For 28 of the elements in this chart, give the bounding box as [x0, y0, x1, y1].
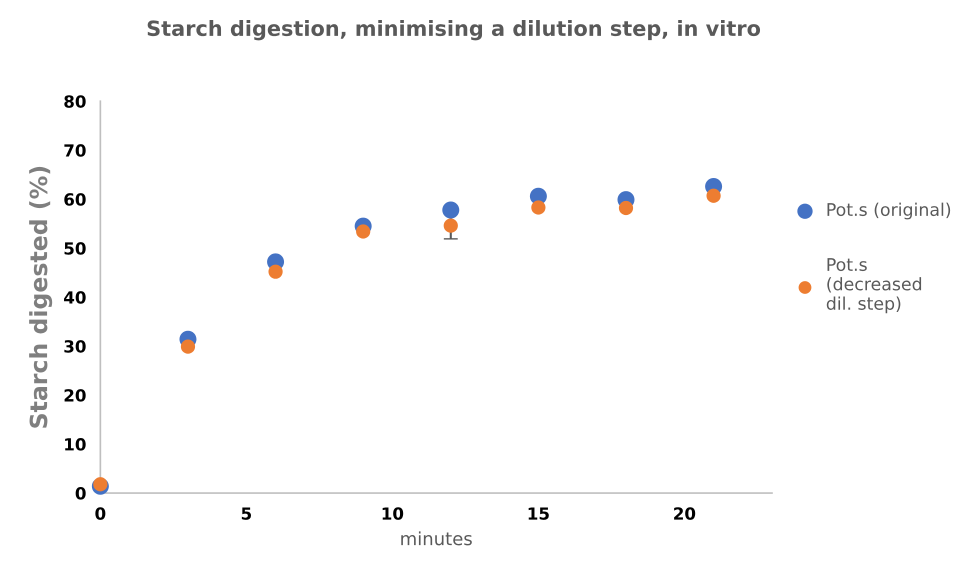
- point: [531, 200, 546, 215]
- y-tick-label: 20: [64, 389, 86, 402]
- y-axis-title: Starch digested (%): [29, 166, 52, 428]
- point: [706, 188, 721, 203]
- point: [268, 264, 283, 279]
- x-tick-label: 0: [95, 507, 106, 520]
- point: [444, 218, 458, 233]
- y-tick-label: 70: [64, 144, 86, 157]
- y-tick-label: 50: [64, 242, 86, 255]
- point: [356, 224, 370, 239]
- x-tick-label: 5: [242, 507, 252, 520]
- legend-label: Pot.s (decreased dil. step): [826, 258, 922, 314]
- x-axis-title: minutes: [401, 531, 472, 546]
- y-tick-label: 30: [64, 340, 86, 353]
- legend-label: Pot.s (original): [828, 202, 950, 220]
- y-tick-label: 40: [64, 291, 86, 304]
- x-tick-label: 10: [382, 507, 404, 520]
- y-tick-label: 60: [64, 193, 86, 206]
- point: [618, 200, 634, 216]
- y-tick-label: 80: [64, 95, 86, 108]
- point: [93, 477, 108, 492]
- point: [442, 201, 460, 218]
- point: [180, 340, 196, 354]
- x-tick-label: 20: [674, 507, 696, 520]
- chart-title: Starch digestion, minimising a dilution step, in vitro: [148, 20, 760, 40]
- x-tick-label: 15: [528, 507, 549, 520]
- y-tick-label: 0: [76, 487, 86, 500]
- y-tick-label: 10: [65, 438, 86, 451]
